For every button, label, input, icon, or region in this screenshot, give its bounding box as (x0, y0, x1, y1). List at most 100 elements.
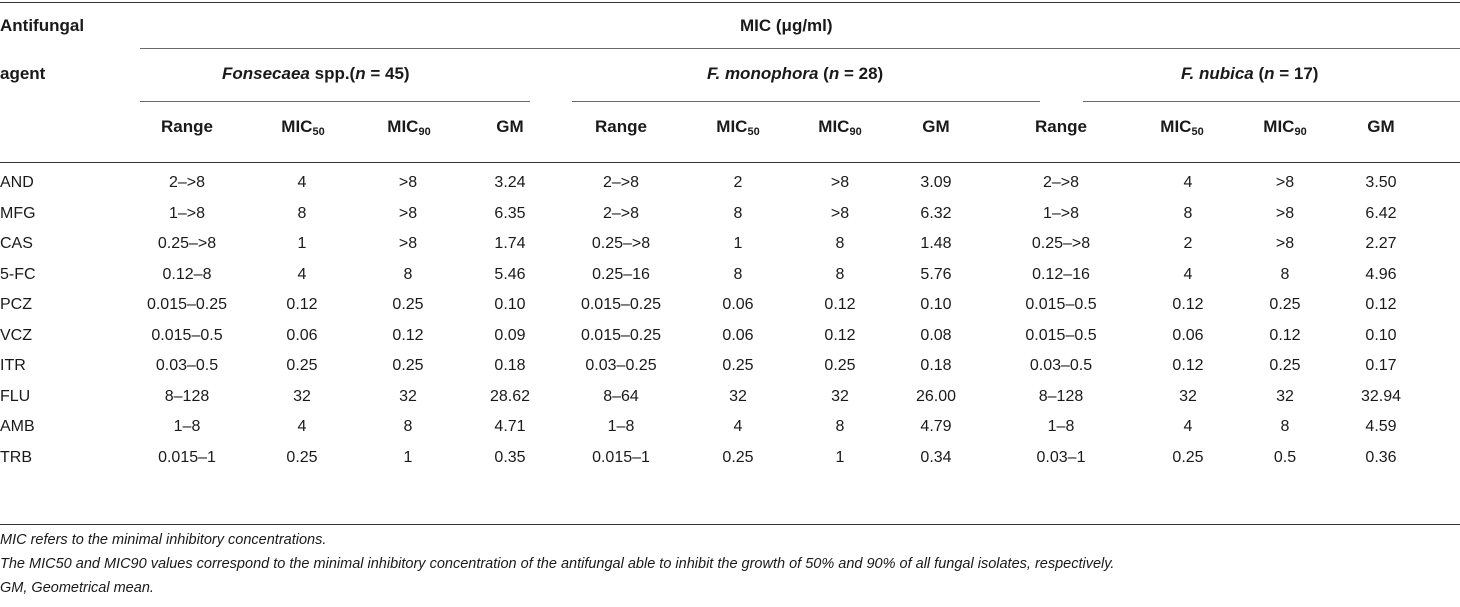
table-row: TRB 0.015–1 0.25 1 0.35 0.015–1 0.25 1 0.34 0.03–… (0, 443, 1460, 473)
col-mic50: MIC50 (716, 117, 760, 138)
mic90-cell: 0.5 (1273, 448, 1297, 466)
range-cell: 1–>8 (168, 204, 206, 222)
range-cell: 1–>8 (1042, 204, 1080, 222)
agent-cell: AMB (0, 418, 35, 435)
gm-cell: 0.35 (494, 448, 526, 466)
mic90-cell: >8 (1275, 174, 1295, 191)
mic90-cell: 8 (835, 418, 845, 435)
range-cell: 8–128 (164, 387, 210, 405)
mic50-cell: 4 (1183, 265, 1193, 283)
table-row: AND 2–>8 4 >8 3.24 2–>8 2 >8 3.09 2–>8 4 >8 3.50 (0, 168, 1460, 198)
col-range: Range (595, 117, 647, 136)
mic90-cell: >8 (398, 174, 418, 191)
table-row: MFG 1–>8 8 >8 6.35 2–>8 8 >8 6.32 1–>8 8 >8 6.42 (0, 199, 1460, 229)
mic50-cell: 0.25 (722, 448, 754, 466)
agent-cell: FLU (0, 387, 31, 405)
mic90-cell: 8 (1280, 418, 1290, 435)
gm-cell: 3.24 (494, 174, 526, 191)
mic90-cell: >8 (830, 204, 850, 222)
group-header-monophora: F. monophora (n = 28) (707, 64, 884, 83)
range-cell: 0.03–0.25 (585, 357, 657, 374)
agent-header-line2: agent (0, 64, 46, 83)
range-cell: 0.015–1 (158, 448, 216, 466)
range-cell: 2–>8 (168, 174, 206, 191)
range-cell: 0.25–>8 (157, 235, 217, 252)
mic50-cell: 0.25 (722, 357, 754, 374)
gm-cell: 4.71 (494, 418, 526, 435)
mic50-cell: 8 (1183, 204, 1193, 222)
mic50-cell: 8 (297, 204, 307, 222)
mic90-cell: 32 (1276, 387, 1294, 405)
agent-cell: PCZ (0, 296, 32, 313)
gm-cell: 2.27 (1365, 235, 1397, 252)
mic50-cell: 0.12 (1172, 357, 1204, 374)
mic90-cell: 32 (831, 387, 849, 405)
mic90-cell: 8 (835, 265, 845, 283)
mic-header: MIC (μg/ml) (740, 16, 833, 35)
gm-cell: 0.36 (1365, 448, 1397, 466)
top-rule (0, 2, 1460, 3)
mic50-cell: 2 (733, 174, 743, 191)
mic50-cell: 1 (297, 235, 307, 252)
gm-cell: 32.94 (1360, 387, 1402, 405)
table-row: VCZ 0.015–0.5 0.06 0.12 0.09 0.015–0.25 0.06 0.… (0, 321, 1460, 351)
range-cell: 0.015–0.25 (580, 296, 662, 313)
range-cell: 0.015–0.5 (1025, 326, 1097, 344)
col-mic50: MIC50 (281, 117, 325, 138)
range-cell: 0.25–16 (592, 265, 650, 283)
col-range: Range (1035, 117, 1087, 136)
group3-underline (1083, 101, 1460, 102)
range-cell: 0.03–0.5 (1029, 357, 1093, 374)
mic90-cell: >8 (1275, 204, 1295, 222)
mic90-cell: 32 (399, 387, 417, 405)
gm-cell: 0.09 (494, 326, 526, 344)
gm-cell: 0.10 (494, 296, 526, 313)
mic90-cell: 0.25 (824, 357, 856, 374)
mic50-cell: 32 (1179, 387, 1197, 405)
mic90-cell: 0.12 (824, 326, 856, 344)
table-row: 5-FC 0.12–8 4 8 5.46 0.25–16 8 8 5.76 0.12–16 4 8 4.… (0, 260, 1460, 290)
range-cell: 1–8 (1047, 418, 1075, 435)
col-gm: GM (496, 117, 524, 136)
gm-cell: 5.46 (494, 265, 526, 283)
mic90-cell: 8 (835, 235, 845, 252)
range-cell: 0.015–1 (592, 448, 650, 466)
range-cell: 2–>8 (602, 204, 640, 222)
mic50-cell: 4 (297, 174, 307, 191)
col-range: Range (161, 117, 213, 136)
mic50-cell: 0.25 (286, 357, 318, 374)
agent-header-line1: Antifungal (0, 16, 85, 35)
gm-cell: 0.34 (920, 448, 952, 466)
group-header-fonsecaea: Fonsecaea spp.(n = 45) (222, 64, 410, 83)
mic50-cell: 4 (297, 418, 307, 435)
gm-cell: 0.17 (1365, 357, 1397, 374)
mic50-cell: 4 (1183, 418, 1193, 435)
gm-cell: 4.79 (920, 418, 952, 435)
footnote-mic: MIC refers to the minimal inhibitory con… (0, 532, 327, 548)
gm-cell: 3.09 (920, 174, 952, 191)
agent-cell: MFG (0, 204, 36, 222)
mic50-cell: 2 (1183, 235, 1193, 252)
mic50-cell: 4 (733, 418, 743, 435)
mic-underline (140, 48, 1460, 49)
mic90-cell: 0.25 (392, 296, 424, 313)
agent-cell: CAS (0, 235, 33, 252)
gm-cell: 28.62 (489, 387, 531, 405)
gm-cell: 0.18 (920, 357, 952, 374)
mic50-cell: 0.12 (1172, 296, 1204, 313)
gm-cell: 0.10 (1365, 326, 1397, 344)
gm-cell: 1.48 (920, 235, 952, 252)
range-cell: 0.12–16 (1032, 265, 1090, 283)
gm-cell: 6.42 (1365, 204, 1397, 222)
group1-underline (140, 101, 530, 102)
gm-cell: 3.50 (1365, 174, 1397, 191)
mic90-cell: 8 (1280, 265, 1290, 283)
range-cell: 0.25–>8 (1031, 235, 1091, 252)
range-cell: 0.015–0.25 (580, 326, 662, 344)
mic50-cell: 4 (297, 265, 307, 283)
mic90-cell: 0.25 (1269, 296, 1301, 313)
gm-cell: 4.59 (1365, 418, 1397, 435)
mic90-cell: 8 (403, 418, 413, 435)
gm-cell: 6.32 (920, 204, 952, 222)
mic90-cell: >8 (398, 204, 418, 222)
